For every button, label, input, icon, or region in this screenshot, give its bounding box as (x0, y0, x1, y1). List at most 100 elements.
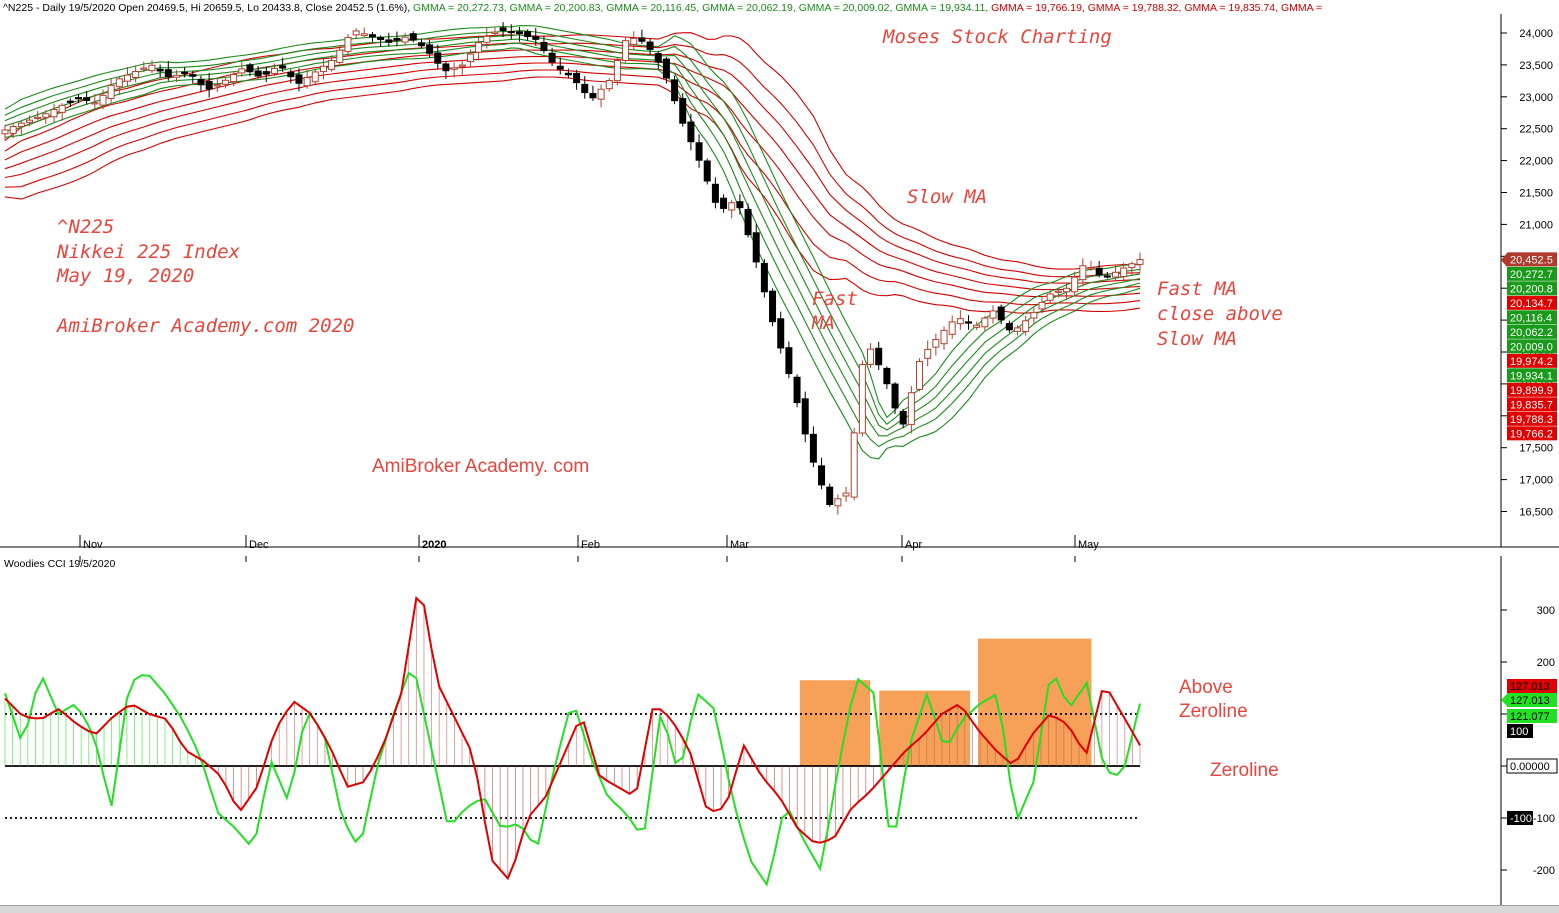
fast-ma-line (4, 30, 1141, 425)
candle-body (540, 41, 548, 52)
header-gmma-value: GMMA = 20,116.45, (606, 2, 702, 14)
header-gmma-value: GMMA = 19,934.11, (895, 2, 991, 14)
candle-body (1128, 263, 1136, 269)
candle-body (205, 81, 213, 90)
candle-body (703, 160, 711, 182)
candle-body (965, 321, 973, 324)
candle-body (720, 197, 728, 209)
candle-body (973, 324, 981, 328)
candle-body (270, 67, 278, 74)
candle-body (295, 74, 303, 84)
price-value-label-bg (1507, 266, 1557, 281)
candle-body (1, 129, 9, 135)
header-gmma-value: GMMA = 20,200.83, (510, 2, 607, 14)
candle-body (907, 392, 915, 426)
cci-y-axis: -200 -100 200 300 (1501, 605, 1555, 877)
fast-ma-line (4, 38, 1141, 437)
price-right-labels: 20,452.5 20,272.7 20,200.8 20,134.7 20,116.4… (1501, 252, 1557, 441)
candle-body (940, 329, 948, 345)
cci-value-label: 100 (1510, 726, 1528, 738)
slow-ma-line (4, 49, 1141, 284)
candle-body (1136, 258, 1144, 265)
price-y-tick-label: 22,000 (1519, 156, 1553, 168)
cci-green-line (4, 671, 1141, 887)
candle-body (564, 72, 572, 76)
index-name-annotation: Nikkei 225 Index (56, 241, 241, 263)
price-y-tick-label: 17,000 (1519, 475, 1553, 487)
cci-value-label: 127.013 (1510, 695, 1550, 707)
slow-ma-line (4, 76, 1141, 314)
price-y-tick-label: 23,500 (1519, 60, 1553, 72)
candle-body (401, 36, 409, 43)
cci-y-tick-label: 200 (1537, 657, 1555, 669)
candle-body (1112, 271, 1120, 278)
candle-body (156, 68, 164, 72)
candle-body (287, 71, 295, 78)
candle-body (524, 31, 532, 37)
price-y-tick-label: 21,000 (1519, 219, 1553, 231)
candle-body (352, 30, 360, 36)
candle-body (630, 37, 638, 46)
candle-body (246, 64, 254, 73)
candle-body (507, 30, 515, 34)
candle-body (997, 306, 1005, 321)
header-gmma-value: GMMA = 20,009.02, (799, 2, 896, 14)
candle-body (777, 318, 785, 349)
price-value-label-bg (1507, 252, 1557, 267)
candle-body (107, 84, 115, 99)
candle-body (115, 78, 123, 88)
candle-body (769, 290, 777, 323)
cci-value-label: 127.013 (1510, 681, 1550, 693)
cci-value-label: 0.00000 (1510, 761, 1550, 773)
fast-above-annotation-line1: Fast MA (1157, 278, 1237, 300)
candle-body (368, 34, 376, 38)
above-zeroline-annotation-line1: Above (1179, 677, 1233, 698)
candle-body (589, 93, 597, 99)
candle-body (662, 58, 670, 79)
cci-value-label-bg (1507, 679, 1557, 693)
candle-body (213, 84, 221, 87)
candle-body (417, 42, 425, 47)
candle-body (42, 113, 50, 118)
candle-body (1087, 267, 1095, 270)
candle-body (434, 52, 442, 64)
cci-value-label-bg (1507, 709, 1557, 723)
price-value-label: 20,272.7 (1510, 269, 1553, 281)
price-value-label: 20,452.5 (1510, 254, 1553, 266)
price-value-label-bg (1507, 324, 1557, 339)
x-tick-label: May (1078, 539, 1099, 551)
cci-value-label-bg (1507, 693, 1557, 707)
candle-body (556, 65, 564, 70)
fast-above-annotation-line3: Slow MA (1157, 328, 1237, 350)
candle-body (842, 492, 850, 497)
candle-body (1071, 276, 1079, 293)
price-y-tick-label: 16,500 (1519, 507, 1553, 519)
price-value-label: 20,009.0 (1510, 341, 1553, 353)
candle-body (785, 347, 793, 375)
price-value-label: 20,134.7 (1510, 298, 1553, 310)
date-annotation: May 19, 2020 (56, 265, 194, 287)
candle-body (850, 432, 858, 498)
candle-body (613, 60, 621, 82)
candle-body (622, 40, 630, 62)
candle-body (181, 71, 189, 74)
x-tick-label: Feb (581, 539, 600, 551)
candle-body (50, 108, 58, 118)
close-price-marker (1501, 253, 1507, 267)
zeroline-annotation: Zeroline (1210, 760, 1279, 781)
price-value-label: 20,200.8 (1510, 283, 1553, 295)
candle-body (458, 64, 466, 67)
sheet-tabs-bar[interactable] (0, 905, 1559, 913)
candle-body (164, 69, 172, 78)
cci-histogram (4, 597, 1141, 879)
fast-above-annotation-line2: close above (1157, 303, 1283, 325)
x-tick-label: Nov (83, 539, 103, 551)
price-value-label-bg (1507, 281, 1557, 296)
candle-body (66, 100, 74, 103)
cci-value-label-bg (1507, 724, 1533, 738)
candle-body (1103, 275, 1111, 278)
candle-body (801, 398, 809, 435)
candle-body (238, 68, 246, 74)
fast-ma-annotation-line2: MA (811, 312, 835, 334)
